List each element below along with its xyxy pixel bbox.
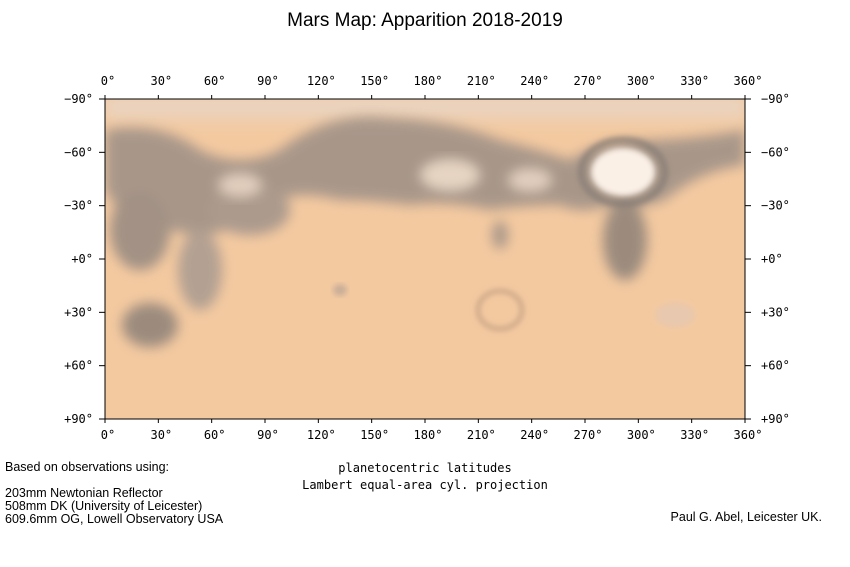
lon-label-top: 210° [467, 74, 496, 88]
lon-label-top: 60° [204, 74, 226, 88]
lon-label-top: 270° [574, 74, 603, 88]
lon-label-top: 330° [680, 74, 709, 88]
lon-label-top: 30° [150, 74, 172, 88]
lat-label-right: −30° [761, 199, 790, 213]
lon-label-bottom: 120° [307, 428, 336, 442]
lon-label-bottom: 300° [627, 428, 656, 442]
lat-label-right: +60° [761, 359, 790, 373]
lat-label-left: −60° [64, 145, 93, 159]
lon-label-bottom: 210° [467, 428, 496, 442]
instrument-1: 203mm Newtonian Reflector [5, 486, 163, 500]
lat-label-right: +90° [761, 412, 790, 426]
lon-label-bottom: 330° [680, 428, 709, 442]
lon-label-top: 180° [414, 74, 443, 88]
observations-heading: Based on observations using: [5, 460, 169, 474]
lon-label-bottom: 90° [257, 428, 279, 442]
lat-label-left: +60° [64, 359, 93, 373]
lat-label-left: −30° [64, 199, 93, 213]
lon-label-bottom: 270° [574, 428, 603, 442]
lat-label-right: +0° [761, 252, 783, 266]
lon-label-top: 120° [307, 74, 336, 88]
projection-line-2: Lambert equal-area cyl. projection [302, 478, 548, 492]
axis-tick-labels: 0° 0° 30° 30° 60° 60° 90° 90° 120° 120° 150° 150° 18… [64, 74, 790, 442]
lat-label-right: −90° [761, 92, 790, 106]
lon-label-top: 300° [627, 74, 656, 88]
projection-line-1: planetocentric latitudes [338, 461, 512, 475]
lon-label-bottom: 360° [734, 428, 763, 442]
lon-label-top: 150° [360, 74, 389, 88]
south-polar-cap [591, 148, 655, 196]
albedo-map [105, 99, 745, 419]
lon-label-bottom: 30° [150, 428, 172, 442]
lat-label-left: +30° [64, 305, 93, 319]
lon-label-top: 0° [101, 74, 115, 88]
lon-label-bottom: 180° [414, 428, 443, 442]
lat-label-left: +0° [71, 252, 93, 266]
lat-label-left: +90° [64, 412, 93, 426]
lon-label-top: 360° [734, 74, 763, 88]
axis-ticks [99, 95, 751, 423]
lon-label-top: 240° [520, 74, 549, 88]
lon-label-bottom: 0° [101, 428, 115, 442]
lon-label-bottom: 60° [204, 428, 226, 442]
lon-label-bottom: 150° [360, 428, 389, 442]
instrument-3: 609.6mm OG, Lowell Observatory USA [5, 512, 224, 526]
lat-label-right: −60° [761, 145, 790, 159]
lat-label-left: −90° [64, 92, 93, 106]
lon-label-top: 90° [257, 74, 279, 88]
instrument-2: 508mm DK (University of Leicester) [5, 499, 203, 513]
lat-label-right: +30° [761, 305, 790, 319]
lon-label-bottom: 240° [520, 428, 549, 442]
author-credit: Paul G. Abel, Leicester UK. [670, 510, 822, 524]
map-title: Mars Map: Apparition 2018-2019 [287, 10, 563, 31]
